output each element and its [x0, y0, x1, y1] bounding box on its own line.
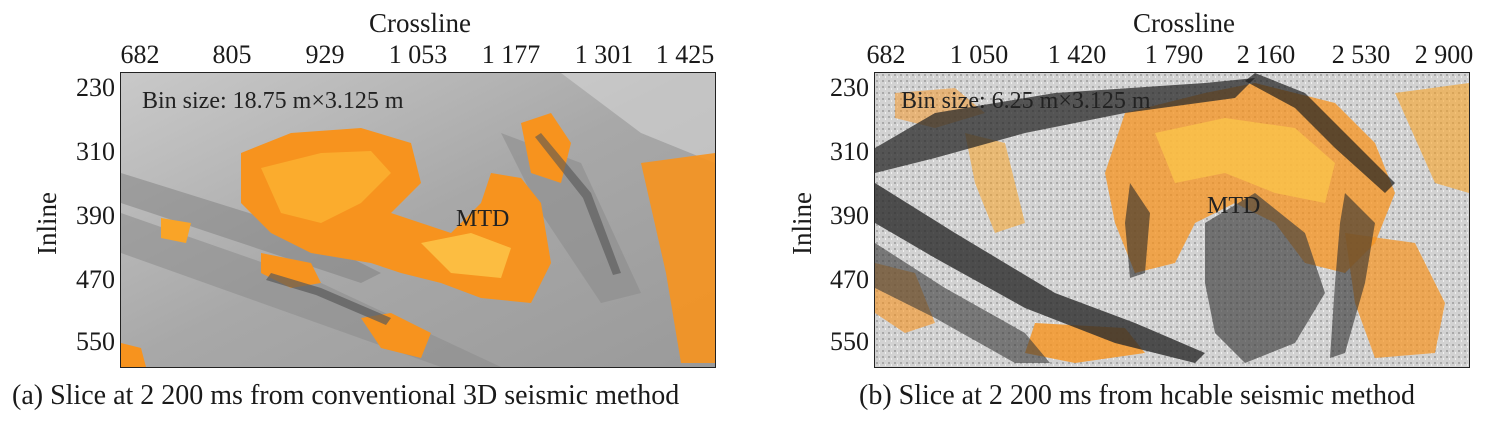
x-tick: 682	[120, 40, 160, 69]
x-axis-title: Crossline	[368, 8, 471, 38]
y-tick: 390	[76, 201, 115, 230]
x-tick: 805	[212, 40, 252, 69]
y-tick: 230	[76, 73, 115, 102]
x-tick: 1 420	[1047, 40, 1107, 69]
x-tick: 1 053	[388, 40, 448, 69]
mtd-label: MTD	[1207, 193, 1261, 219]
x-tick: 1 050	[949, 40, 1009, 69]
y-tick: 230	[830, 73, 869, 102]
y-tick: 470	[830, 265, 869, 294]
y-tick: 470	[76, 265, 115, 294]
y-tick: 550	[830, 327, 869, 356]
x-tick: 1 790	[1144, 40, 1204, 69]
x-tick: 2 530	[1331, 40, 1391, 69]
x-tick: 2 160	[1236, 40, 1296, 69]
y-tick: 310	[830, 137, 869, 166]
x-tick: 2 900	[1414, 40, 1474, 69]
bin-size-label: Bin size: 6.25 m×3.125 m	[901, 88, 1151, 114]
panel-a: Crossline 682 805 929 1 053 1 177 1 301 …	[12, 8, 716, 411]
x-axis-title: Crossline	[1132, 8, 1235, 38]
panel-b: Crossline 682 1 050 1 420 1 790 2 160 2 …	[749, 0, 1498, 428]
y-tick: 310	[76, 137, 115, 166]
mtd-label: MTD	[456, 206, 510, 232]
bin-size-label: Bin size: 18.75 m×3.125 m	[142, 88, 404, 114]
x-tick: 682	[866, 40, 906, 69]
caption: (a) Slice at 2 200 ms from conventional …	[12, 380, 680, 411]
seismic-slice-image	[874, 72, 1470, 368]
y-tick: 550	[76, 327, 115, 356]
x-tick: 1 301	[574, 40, 634, 69]
x-tick: 929	[305, 40, 345, 69]
caption: (b) Slice at 2 200 ms from hcable seismi…	[859, 380, 1415, 411]
x-tick: 1 177	[481, 40, 541, 69]
x-tick: 1 425	[655, 40, 715, 69]
y-tick: 390	[830, 201, 869, 230]
seismic-slice-image	[120, 72, 716, 368]
